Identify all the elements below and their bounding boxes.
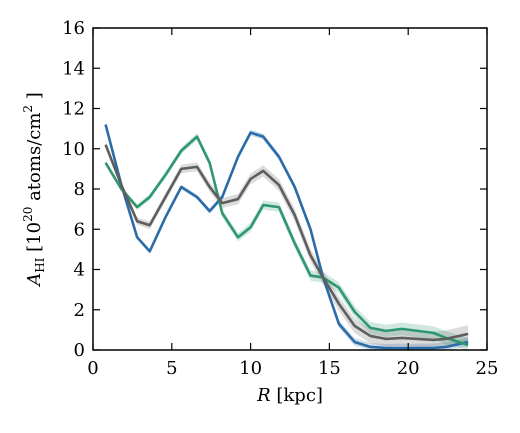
y-tick-label: 12: [62, 99, 85, 120]
x-tick-label: 0: [87, 358, 98, 379]
x-tick-label: 10: [239, 358, 262, 379]
series-line-1: [104, 124, 469, 350]
y-tick-label: 16: [62, 18, 85, 39]
series-band-1: [105, 122, 469, 351]
y-tick-label: 8: [74, 179, 85, 200]
y-axis-label-units: atoms/cm: [24, 113, 45, 207]
series-lines: [104, 124, 469, 350]
x-axis-label: R [kpc]: [256, 385, 323, 406]
y-tick-label: 4: [74, 260, 85, 281]
y-axis-label-close: ]: [24, 92, 45, 105]
y-tick-label: 10: [62, 139, 85, 160]
x-axis-label-unit: [kpc]: [271, 385, 323, 406]
y-axis-label-units-exponent: 2: [21, 105, 35, 113]
y-tick-label: 2: [74, 300, 85, 321]
y-axis-label-exponent: 20: [21, 207, 35, 222]
y-tick-label: 14: [62, 58, 85, 79]
y-tick-label: 0: [74, 340, 85, 361]
x-tick-labels: 0 5 10 15 20 25: [87, 358, 498, 379]
y-axis-label-open: [10: [24, 222, 45, 258]
x-axis-label-symbol: R: [256, 385, 271, 406]
series-band-2: [105, 133, 469, 350]
plot-frame: [92, 27, 488, 351]
y-axis-label-symbol: A: [24, 273, 45, 288]
y-axis-label-subscript: HI: [33, 257, 47, 272]
uncertainty-bands: [105, 122, 469, 351]
x-tick-label: 25: [476, 358, 499, 379]
series-line-3: [104, 144, 469, 342]
series-line-2: [104, 135, 469, 347]
y-tick-labels: 0 2 4 6 8 10 12 14 16: [62, 18, 85, 361]
y-tick-label: 6: [74, 219, 85, 240]
axis-ticks: [92, 27, 488, 351]
x-tick-label: 15: [318, 358, 341, 379]
x-tick-label: 20: [397, 358, 420, 379]
y-axis-label: AHI [1020 atoms/cm2 ]: [21, 92, 47, 288]
x-tick-label: 5: [166, 358, 177, 379]
